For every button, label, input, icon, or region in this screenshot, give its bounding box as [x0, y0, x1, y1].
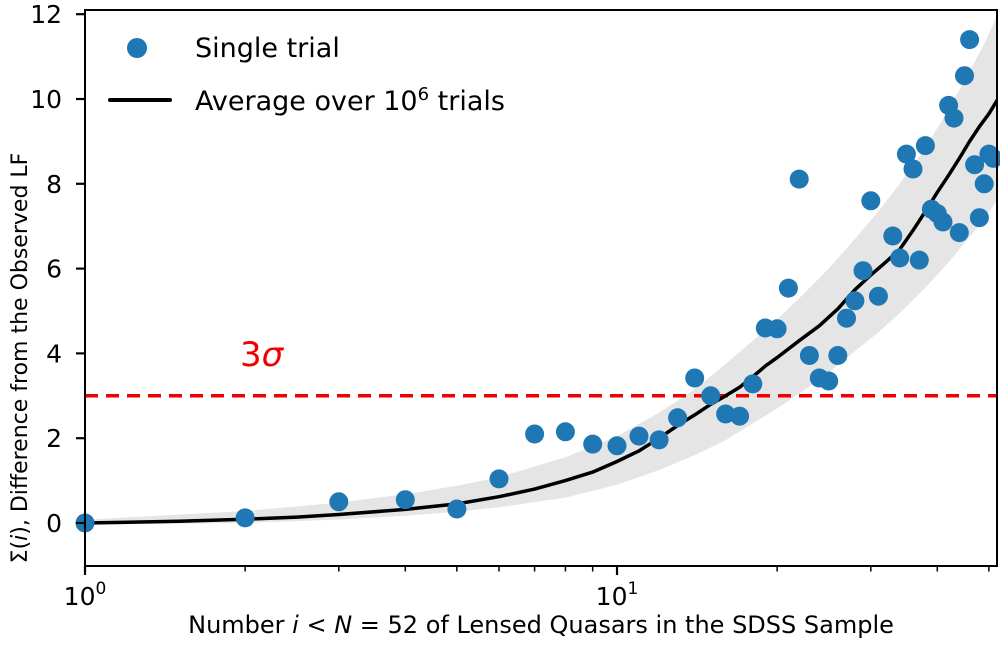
scatter-point: [235, 508, 255, 528]
scatter-point: [861, 191, 881, 211]
x-label-lt: <: [298, 611, 335, 639]
scatter-point: [969, 208, 989, 228]
scatter-point: [944, 108, 964, 128]
legend-average-text-tail: trials: [429, 85, 505, 117]
scatter-point: [447, 499, 467, 519]
scatter-point: [395, 490, 415, 510]
scatter-point: [668, 408, 688, 428]
y-label-sigma-func: Σ(: [8, 540, 33, 564]
scatter-point: [701, 386, 721, 406]
scatter-point: [974, 174, 994, 194]
scatter-point: [778, 278, 798, 298]
x-axis-label: Number i < N = 52 of Lensed Quasars in t…: [85, 611, 997, 639]
scatter-point: [716, 404, 736, 424]
scatter-point: [629, 426, 649, 446]
scatter-point: [583, 434, 603, 454]
scatter-point: [799, 346, 819, 365]
scatter-point: [555, 422, 575, 442]
scatter-point: [949, 223, 969, 243]
scatter-point: [983, 148, 1000, 168]
scatter-point: [607, 436, 627, 456]
tick-label-layer: 0 2 4 6 8 10 12 100 101: [30, 0, 638, 611]
y-tick-label: 12: [30, 0, 62, 29]
x-label-var-i: i: [292, 611, 299, 639]
scatter-point: [933, 212, 953, 232]
legend-item-average: Average over 106 trials: [105, 74, 505, 126]
scatter-point: [909, 250, 929, 270]
scatter-point: [955, 66, 974, 86]
axes-layer: [76, 9, 998, 575]
legend-item-single-trial: Single trial: [105, 22, 505, 74]
y-tick-label: 6: [46, 255, 62, 284]
x-label-var-N: N: [334, 611, 353, 639]
scatter-point: [853, 261, 873, 281]
scatter-point: [685, 368, 705, 388]
y-tick-label: 8: [46, 170, 62, 199]
threshold-label: 3σ: [240, 335, 283, 375]
scatter-point: [883, 226, 903, 246]
legend-label-average: Average over 106 trials: [195, 84, 505, 117]
x-label-text: Number: [188, 611, 293, 639]
scatter-point: [896, 144, 916, 164]
scatter-point: [730, 406, 750, 426]
legend-label-single-trial: Single trial: [195, 32, 340, 64]
y-tick-label: 10: [30, 85, 62, 114]
y-tick-label: 2: [46, 424, 62, 453]
scatter-point: [767, 319, 787, 339]
x-tick-label: 101: [596, 579, 639, 611]
threshold-label-number: 3: [240, 335, 262, 375]
legend-average-exponent: 6: [417, 83, 430, 105]
scatter-point: [903, 159, 923, 179]
x-label-text-tail: = 52 of Lensed Quasars in the SDSS Sampl…: [352, 611, 894, 639]
scatter-point: [837, 308, 856, 328]
scatter-point: [965, 155, 985, 175]
scatter-point: [890, 248, 910, 268]
uncertainty-band: [85, 16, 997, 525]
y-label-var-i: i: [8, 534, 33, 541]
legend-average-text: Average over 10: [195, 85, 418, 117]
scatter-point: [743, 374, 763, 394]
scatter-point: [845, 291, 865, 311]
scatter-point: [868, 286, 888, 306]
scatter-point: [649, 430, 669, 450]
plot-spines: [84, 9, 998, 567]
scatter-point: [819, 371, 839, 391]
scatter-point: [960, 30, 980, 50]
scatter-marker-icon: [127, 38, 147, 58]
y-label-text-tail: ), Difference from the Observed LF: [8, 152, 33, 535]
y-axis-label: Σ(i), Difference from the Observed LF: [8, 128, 34, 588]
y-tick-label: 0: [46, 509, 62, 538]
scatter-point: [525, 424, 545, 444]
threshold-label-sigma: σ: [261, 335, 284, 375]
scatter-point: [789, 169, 809, 189]
scatter-point: [489, 469, 509, 489]
line-marker-icon: [108, 98, 172, 102]
y-tick-label: 4: [46, 339, 62, 368]
legend: Single trial Average over 106 trials: [105, 22, 505, 126]
scatter-layer: [75, 30, 1000, 533]
x-tick-label: 100: [64, 579, 107, 611]
band-layer: [85, 16, 997, 525]
scatter-point: [329, 492, 349, 512]
scatter-point: [915, 136, 935, 156]
scatter-point: [828, 346, 848, 365]
